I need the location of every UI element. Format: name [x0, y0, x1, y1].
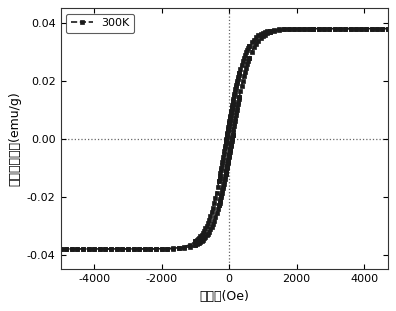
300K	[385, 27, 390, 30]
300K	[223, 141, 228, 145]
Line: 300K: 300K	[58, 26, 390, 251]
300K	[236, 73, 241, 77]
300K	[219, 169, 223, 172]
300K	[227, 117, 232, 121]
Y-axis label: 饱和磁化强度(emu/g): 饱和磁化强度(emu/g)	[8, 91, 21, 186]
X-axis label: 矫顼力(Oe): 矫顼力(Oe)	[199, 290, 249, 303]
300K	[265, 30, 270, 33]
Legend: 300K: 300K	[66, 14, 134, 33]
300K	[229, 109, 234, 112]
300K	[58, 247, 63, 251]
